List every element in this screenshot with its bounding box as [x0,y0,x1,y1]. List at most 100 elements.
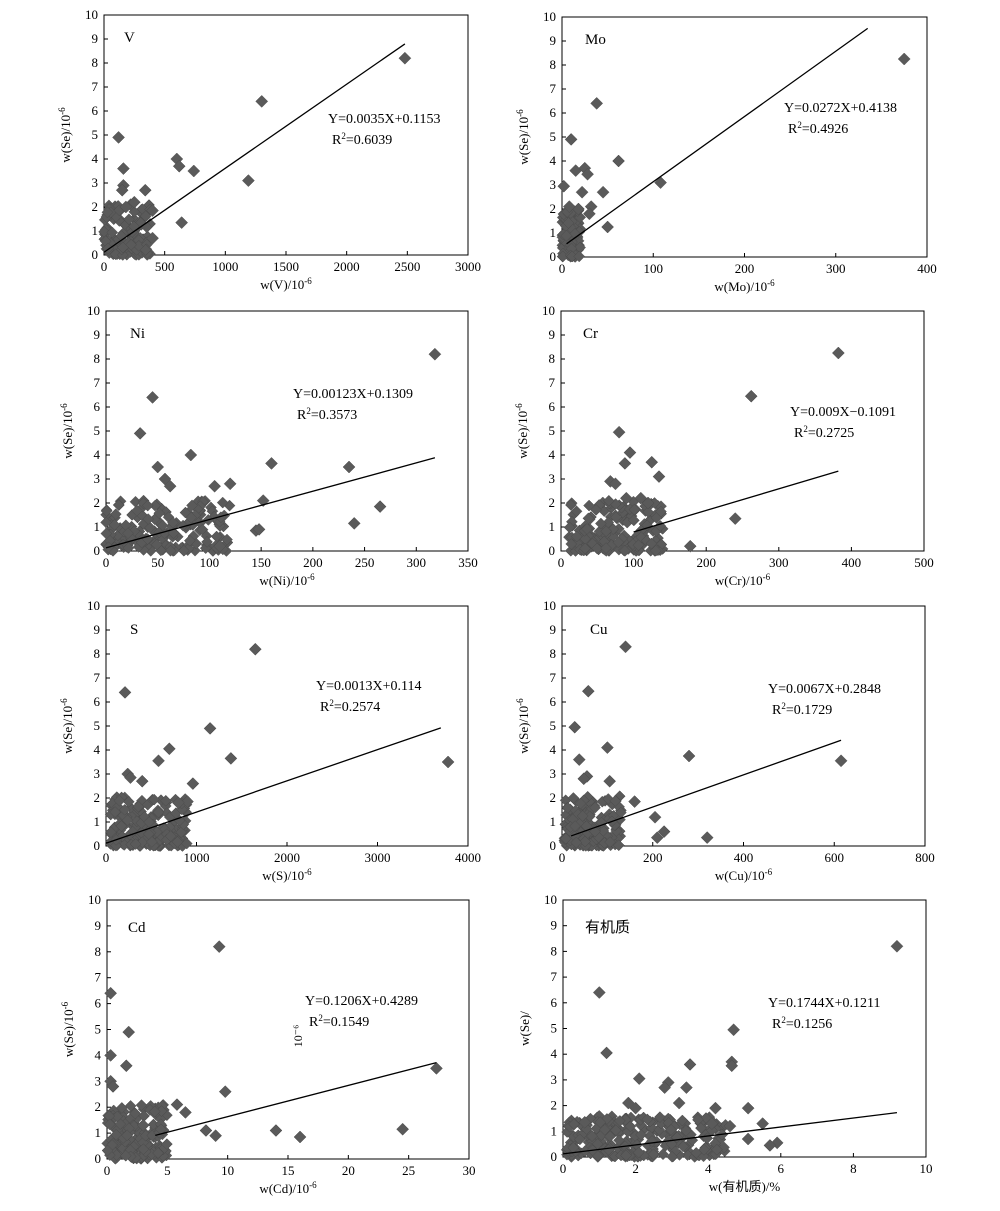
y-tick-label: 3 [94,471,101,486]
data-point [582,512,595,525]
regression-equation: Y=0.00123X+0.1309 [293,387,413,402]
x-tick-label: 200 [735,261,755,276]
data-point [143,816,155,828]
y-tick-label: 7 [550,81,557,96]
panel-4: 0 100 200 300 400 500 0 1 2 3 4 5 6 7 8 9 10 w(Cr)/10-6 w(… [514,303,934,588]
data-point [763,1139,777,1152]
data-point [609,477,622,491]
x-tick-label: 100 [644,261,664,276]
y-tick-label: 2 [94,790,101,805]
data-point [121,1129,133,1142]
y-tick-label: 2 [95,1099,102,1114]
x-tick-label: 300 [407,555,427,570]
data-point [242,174,255,187]
regression-equation: Y=0.1206X+0.4289 [305,994,418,1009]
data-point [600,1046,613,1060]
data-point [101,1144,114,1157]
data-point [248,642,262,656]
data-point [122,542,135,554]
x-axis-label: w(Cd)/10-6 [259,1180,317,1196]
data-point [613,1134,625,1147]
x-axis-label: w(Ni)/10-6 [259,572,315,588]
x-tick-label: 2000 [274,850,300,865]
y-tick-label: 9 [550,622,557,637]
x-tick-label: 2500 [394,259,420,274]
data-point [568,720,582,734]
y-tick-label: 0 [549,543,556,558]
regression-line [633,470,839,533]
data-point [221,533,233,546]
data-point [565,499,577,511]
data-point [578,1115,592,1129]
x-tick-label: 10 [221,1163,234,1178]
data-points [563,346,845,557]
data-point [666,1150,678,1163]
data-point [347,517,361,530]
data-point [560,229,573,242]
data-point [441,755,455,769]
data-point [187,164,201,178]
data-point [564,133,578,146]
y-tick-label: 4 [549,447,556,462]
data-points [558,640,848,852]
data-point [645,537,658,550]
data-point [604,1130,616,1143]
data-point [430,1061,443,1075]
data-points [556,52,911,263]
data-point [727,1023,740,1037]
panel-2: 0 100 200 300 400 0 1 2 3 4 5 6 7 8 9 10 w(Mo)/10-6 w(Se)… [515,9,937,294]
x-tick-label: 500 [914,555,934,570]
data-point [293,1130,307,1144]
data-point [603,494,615,507]
y-tick-label: 1 [94,814,101,829]
data-point [150,538,163,551]
y-tick-label: 6 [95,996,102,1011]
data-point [603,774,616,788]
data-point [142,513,155,525]
regression-line [103,43,406,253]
x-tick-label: 100 [200,555,220,570]
data-point [175,216,189,229]
panel-label: 有机质 [585,919,630,936]
x-tick-label: 400 [734,850,754,865]
data-point [562,217,575,229]
data-point [677,1140,690,1153]
x-tick-label: 100 [624,555,644,570]
data-point [208,479,221,493]
r-squared: R2=0.3573 [297,406,357,423]
data-point [103,1118,116,1131]
panel-label: S [130,622,138,638]
data-point [600,542,612,554]
data-point [581,523,593,535]
data-point [122,1025,136,1039]
x-tick-label: 3000 [365,850,391,865]
data-point [118,803,131,816]
x-tick-label: 1000 [184,850,210,865]
data-point [741,1132,755,1146]
data-point [109,508,122,521]
data-point [112,131,125,144]
data-point [601,741,614,754]
data-point [645,455,659,469]
data-point [164,544,177,557]
data-point [213,539,227,553]
data-point [138,183,152,197]
data-point [121,814,134,827]
x-tick-label: 0 [104,1163,111,1178]
regression-line [105,457,436,549]
x-tick-label: 20 [342,1163,355,1178]
data-point [252,523,266,536]
data-point [124,1100,137,1112]
x-tick-label: 10 [920,1161,933,1176]
data-point [655,505,667,518]
data-point [591,542,603,555]
y-tick-label: 10 [542,303,555,318]
x-tick-label: 150 [251,555,271,570]
y-tick-label: 6 [550,105,557,120]
panel-label: Cu [590,622,608,638]
data-point [148,793,161,806]
x-tick-label: 5 [164,1163,171,1178]
y-tick-label: 0 [94,543,101,558]
data-point [124,771,137,784]
data-point [728,512,742,525]
